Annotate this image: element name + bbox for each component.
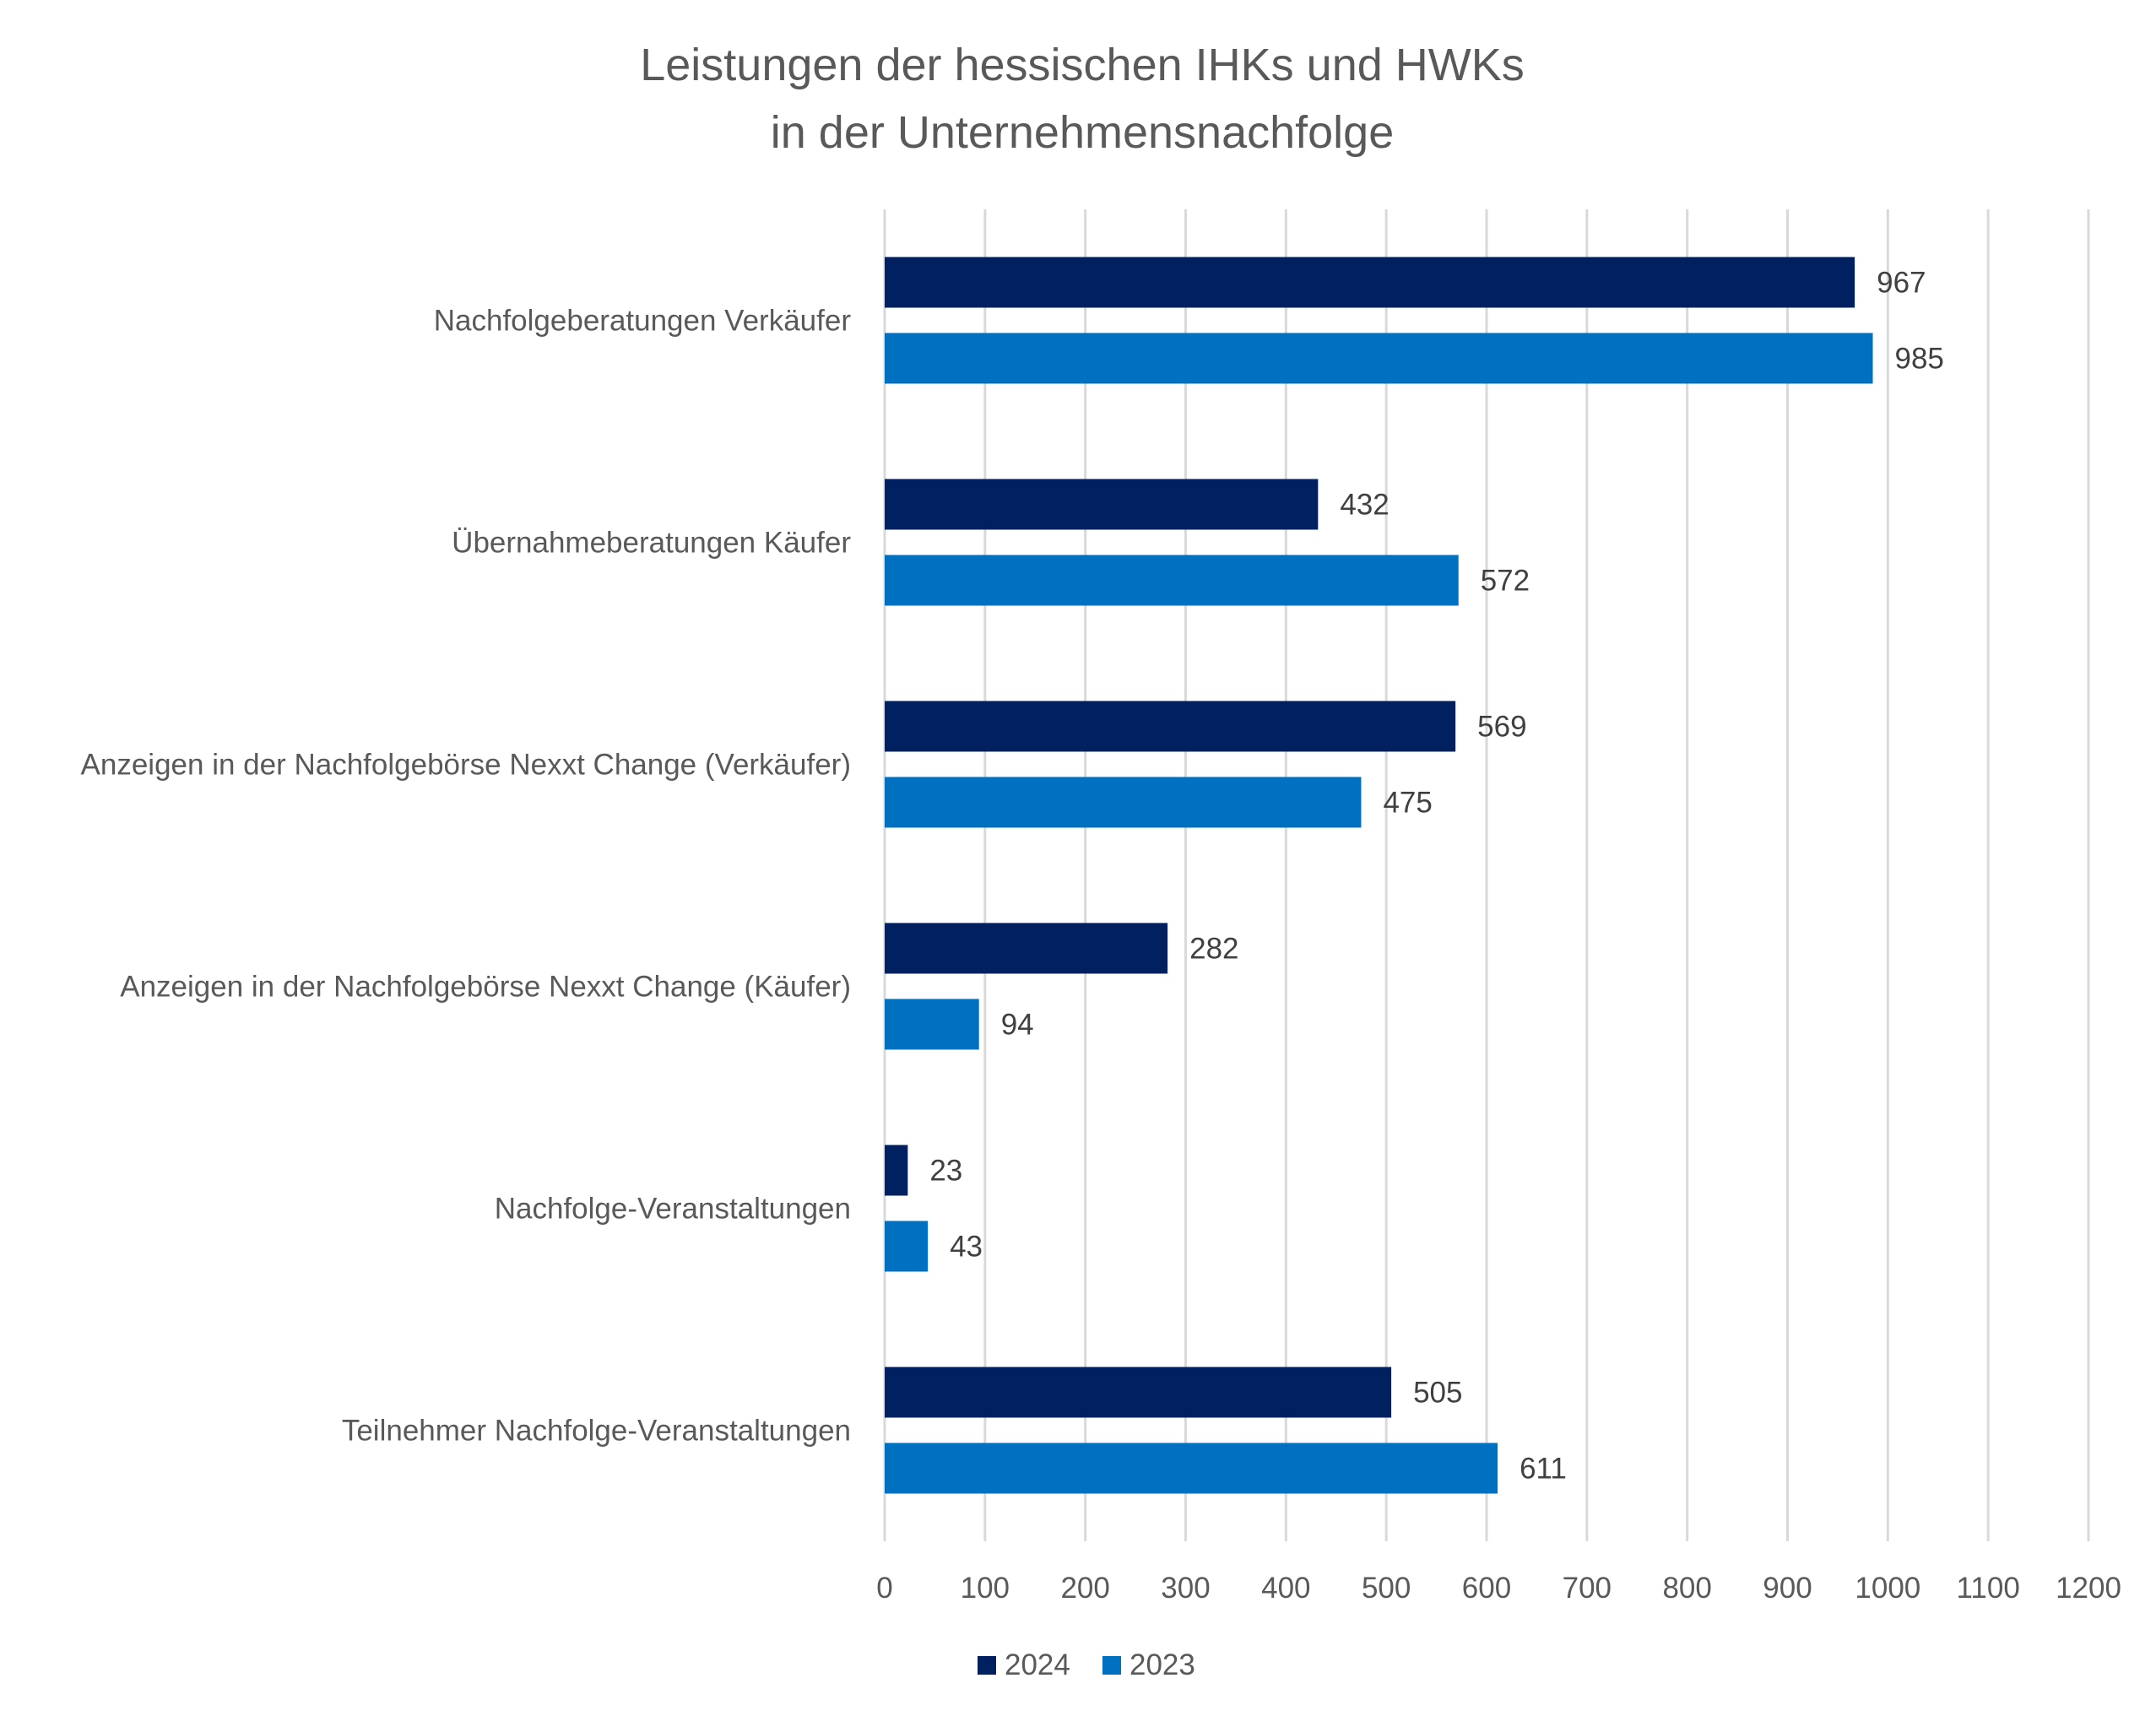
data-label: 967 — [1877, 267, 1926, 300]
legend-swatch — [1102, 1656, 1121, 1675]
category-label: Anzeigen in der Nachfolgebörse Nexxt Cha… — [120, 971, 851, 1004]
x-tick-label: 0 — [876, 1572, 892, 1605]
gridlines — [883, 209, 2090, 1541]
bars — [885, 257, 1873, 1494]
bar-2023 — [885, 777, 1362, 828]
category-label: Anzeigen in der Nachfolgebörse Nexxt Cha… — [81, 749, 851, 782]
bar-2024 — [885, 923, 1168, 974]
x-tick-label: 200 — [1060, 1572, 1109, 1605]
category-labels: Nachfolgeberatungen Verkäufer Übernahmebe… — [81, 305, 852, 1448]
x-tick-label: 800 — [1662, 1572, 1711, 1605]
legend-swatch — [978, 1656, 996, 1675]
x-tick-label: 1000 — [1855, 1572, 1920, 1605]
bar-2024 — [885, 1145, 908, 1196]
data-label: 505 — [1413, 1377, 1462, 1410]
x-tick-label: 400 — [1261, 1572, 1310, 1605]
x-tick-label: 600 — [1462, 1572, 1511, 1605]
data-label: 611 — [1519, 1453, 1567, 1486]
data-label: 572 — [1481, 565, 1530, 598]
x-tick-label: 1100 — [1957, 1572, 2020, 1605]
category-label: Nachfolge-Veranstaltungen — [495, 1193, 851, 1226]
bar-2023 — [885, 1221, 929, 1272]
chart-title: Leistungen der hessischen IHKs und HWKs — [640, 40, 1525, 90]
bar-2024 — [885, 479, 1319, 530]
legend-label: 2024 — [1005, 1648, 1070, 1681]
data-labels: 967 985 432 572 569 475 282 94 23 43 505 611 — [929, 267, 1944, 1486]
legend-label: 2023 — [1129, 1648, 1195, 1681]
data-label: 475 — [1383, 787, 1432, 820]
x-tick-label: 300 — [1161, 1572, 1210, 1605]
bar-2023 — [885, 333, 1873, 384]
x-tick-label: 900 — [1763, 1572, 1812, 1605]
x-tick-label: 100 — [961, 1572, 1010, 1605]
data-label: 282 — [1189, 933, 1238, 966]
bar-2024 — [885, 1367, 1392, 1418]
x-axis-ticks: 0 100 200 300 400 500 600 700 800 900 1000 1100 1200 — [876, 1572, 2121, 1605]
bar-2024 — [885, 257, 1855, 308]
data-label: 432 — [1340, 489, 1389, 522]
x-tick-label: 1200 — [2056, 1572, 2121, 1605]
chart-subtitle: in der Unternehmensnachfolge — [771, 107, 1394, 158]
x-tick-label: 700 — [1563, 1572, 1612, 1605]
data-label: 23 — [929, 1155, 962, 1188]
bar-2023 — [885, 1443, 1498, 1494]
data-label: 985 — [1895, 343, 1944, 376]
category-label: Nachfolgeberatungen Verkäufer — [434, 305, 852, 338]
data-label: 569 — [1477, 711, 1526, 744]
bar-2023 — [885, 999, 979, 1050]
legend: 2024 2023 — [978, 1648, 1195, 1681]
category-label: Übernahmeberatungen Käufer — [452, 527, 851, 560]
data-label: 94 — [1001, 1009, 1034, 1042]
x-tick-label: 500 — [1362, 1572, 1411, 1605]
bar-2023 — [885, 555, 1459, 606]
category-label: Teilnehmer Nachfolge-Veranstaltungen — [342, 1415, 851, 1448]
data-label: 43 — [950, 1231, 983, 1264]
bar-2024 — [885, 701, 1456, 752]
